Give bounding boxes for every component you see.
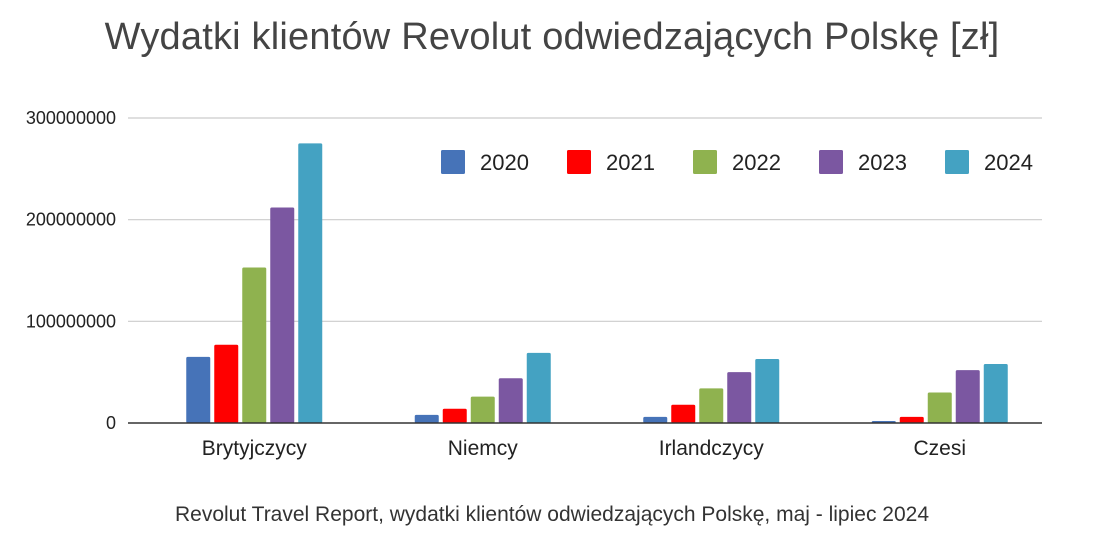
bar-2021-niemcy	[442, 408, 467, 423]
bar-2023-niemcy	[498, 378, 523, 423]
bar-2020-niemcy	[414, 414, 439, 423]
chart-title: Wydatki klientów Revolut odwiedzających …	[104, 16, 1000, 58]
x-category-label: Czesi	[913, 437, 966, 460]
bar-2024-niemcy	[526, 352, 551, 423]
bar-2021-czesi	[899, 416, 924, 423]
legend-swatch-2024	[945, 150, 969, 174]
y-axis-ticks: 0 100000000 200000000 300000000	[26, 108, 116, 433]
bar-2023-czesi	[955, 370, 980, 423]
bar-2022-czesi	[927, 392, 952, 423]
legend-swatch-2023	[819, 150, 843, 174]
bar-2023-irlandczycy	[727, 372, 752, 423]
legend-label-2020: 2020	[480, 150, 529, 175]
y-tick-label: 100000000	[26, 311, 116, 331]
legend-label-2021: 2021	[606, 150, 655, 175]
bar-2022-niemcy	[470, 396, 495, 423]
legend: 2020 2021 2022 2023 2024	[441, 150, 1033, 175]
y-tick-label: 0	[106, 413, 116, 433]
bar-2023-brytyjczycy	[270, 207, 295, 423]
chart-subtitle: Revolut Travel Report, wydatki klientów …	[174, 503, 929, 526]
bar-2022-irlandczycy	[699, 388, 724, 423]
bar-2020-brytyjczycy	[186, 356, 211, 423]
bar-2022-brytyjczycy	[242, 267, 267, 423]
legend-label-2024: 2024	[984, 150, 1033, 175]
x-category-label: Irlandczycy	[659, 437, 765, 460]
bar-2024-brytyjczycy	[298, 143, 323, 423]
x-category-label: Niemcy	[448, 437, 519, 460]
bar-2021-brytyjczycy	[214, 344, 239, 423]
legend-label-2022: 2022	[732, 150, 781, 175]
x-category-label: Brytyjczycy	[202, 437, 308, 460]
legend-swatch-2020	[441, 150, 465, 174]
bar-2021-irlandczycy	[671, 404, 696, 423]
x-axis-labels: Brytyjczycy Niemcy Irlandczycy Czesi	[202, 437, 966, 460]
y-tick-label: 200000000	[26, 210, 116, 230]
y-tick-label: 300000000	[26, 108, 116, 128]
bars	[186, 143, 1008, 423]
legend-swatch-2022	[693, 150, 717, 174]
legend-swatch-2021	[567, 150, 591, 174]
bar-2024-irlandczycy	[755, 358, 780, 423]
legend-label-2023: 2023	[858, 150, 907, 175]
bar-2020-irlandczycy	[643, 416, 668, 423]
bar-2024-czesi	[983, 364, 1008, 423]
